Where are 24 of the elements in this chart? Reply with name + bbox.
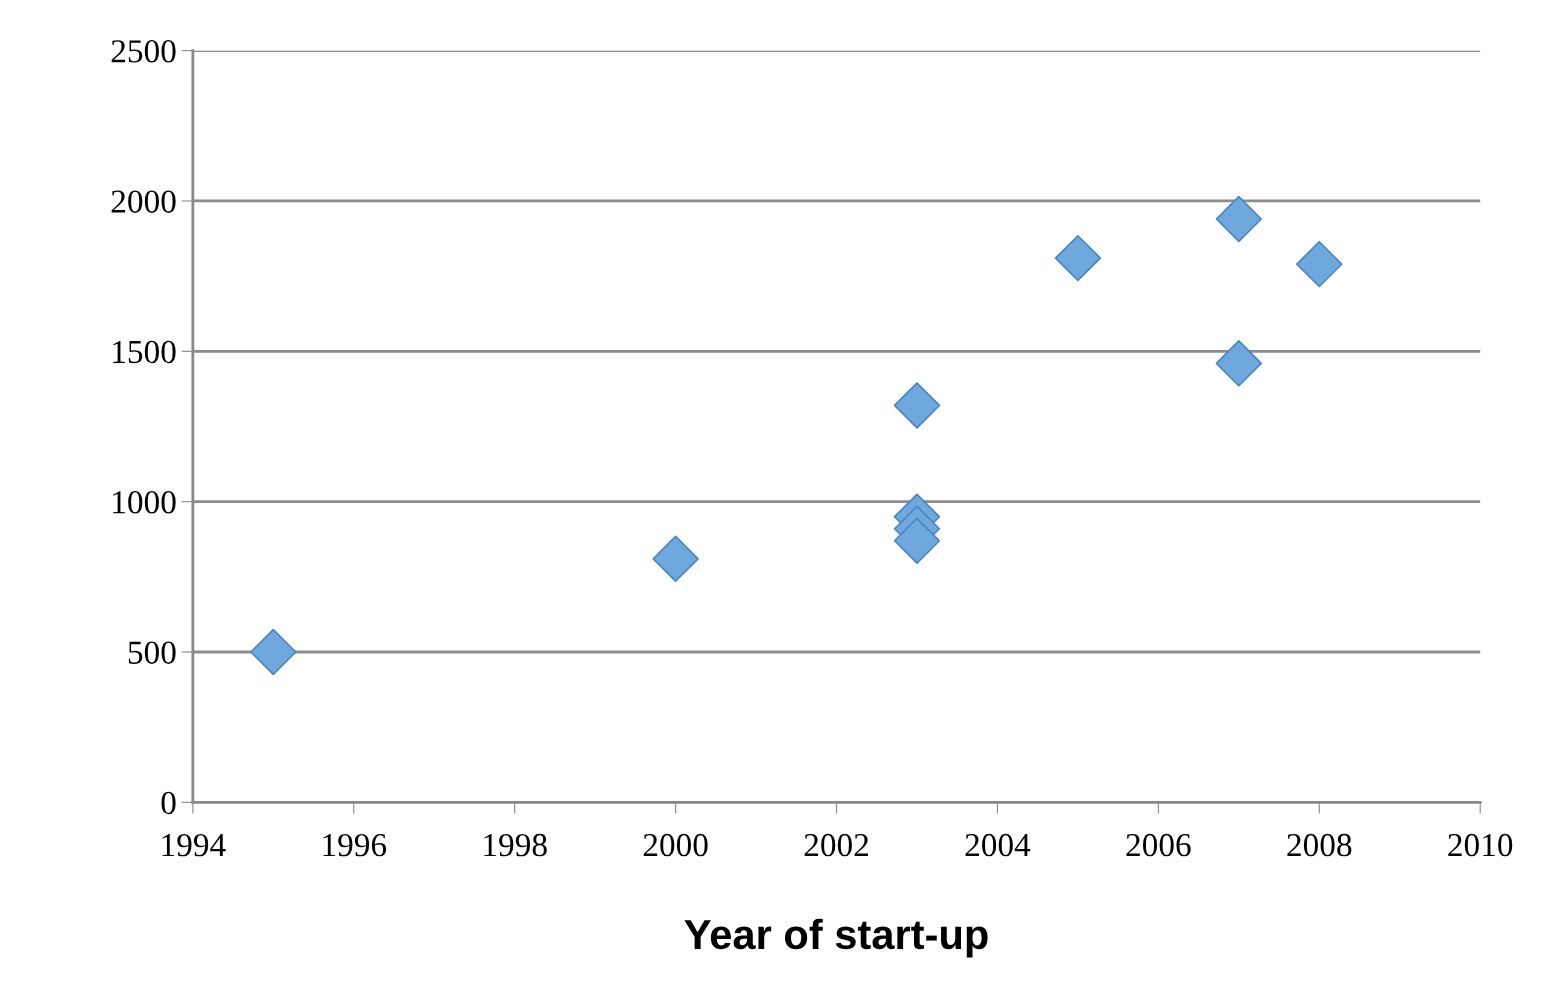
y-tick-label: 0: [161, 791, 176, 815]
x-tick-label: 2002: [804, 833, 869, 857]
x-axis-title: Year of start-up: [684, 918, 988, 958]
x-tick-label: 2004: [965, 833, 1031, 857]
point: [652, 535, 699, 583]
x-tick-label: 2008: [1287, 833, 1352, 857]
point: [893, 517, 941, 564]
x-tick-label: 1996: [323, 833, 387, 857]
point: [1215, 340, 1263, 387]
x-tick-label: 2000: [643, 833, 708, 857]
y-tick-label: 2000: [111, 190, 176, 213]
point: [250, 628, 297, 676]
y-tick-label: 1500: [113, 340, 176, 364]
y-tick-label: 1000: [113, 491, 176, 514]
point: [893, 382, 941, 429]
x-tick-label: 2006: [1126, 833, 1191, 857]
y-tick-label: 500: [128, 641, 176, 664]
x-tick-label: 1994: [162, 833, 226, 857]
y-tick-label: 2500: [111, 40, 176, 63]
point: [1054, 234, 1102, 282]
x-tick-label: 2010: [1448, 833, 1513, 857]
x-tick-label: 1998: [484, 833, 547, 857]
point: [1215, 195, 1263, 243]
point: [1296, 240, 1343, 288]
